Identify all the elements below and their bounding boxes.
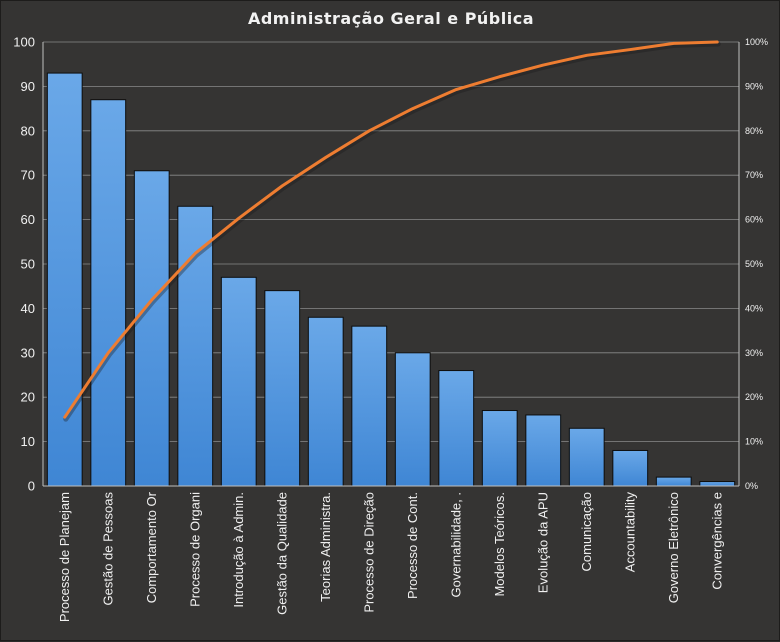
y-tick-label-right: 70% (745, 170, 763, 180)
y-tick-label-left: 50 (21, 257, 35, 272)
y-tick-label-left: 70 (21, 168, 35, 183)
y-tick-label-right: 90% (745, 81, 763, 91)
bar (134, 171, 169, 486)
x-tick-label: Comunicação (579, 492, 594, 572)
x-tick-label: Gestão de Pessoas (100, 492, 115, 606)
y-tick-label-right: 40% (745, 303, 763, 313)
y-tick-label-right: 10% (745, 437, 763, 447)
bar (656, 477, 691, 486)
y-tick-label-left: 10 (21, 434, 35, 449)
y-tick-label-right: 50% (745, 259, 763, 269)
bar (569, 428, 604, 486)
bar (439, 371, 474, 486)
y-tick-label-left: 80 (21, 123, 35, 138)
bar (91, 100, 126, 486)
x-tick-label: Processo de Planejam (57, 492, 72, 622)
x-tick-label: Processo de Direção (361, 492, 376, 613)
y-tick-label-left: 0 (28, 479, 35, 494)
bar (482, 411, 517, 486)
x-tick-label: Comportamento Or (144, 491, 159, 603)
bar (700, 482, 735, 486)
y-tick-label-left: 100 (13, 35, 35, 50)
y-tick-label-right: 60% (745, 215, 763, 225)
x-tick-label: Accountability (622, 492, 637, 573)
x-tick-label: Teorias Administra. (318, 492, 333, 602)
y-tick-label-right: 100% (745, 37, 768, 47)
x-tick-label: Governabilidade, . (448, 492, 463, 598)
bar (308, 317, 343, 486)
bar (221, 277, 256, 486)
y-tick-label-right: 30% (745, 348, 763, 358)
y-tick-label-right: 0% (745, 481, 758, 491)
bar (352, 326, 387, 486)
y-tick-label-right: 80% (745, 126, 763, 136)
y-tick-label-left: 30 (21, 345, 35, 360)
bar (47, 73, 82, 486)
y-tick-label-left: 20 (21, 390, 35, 405)
bar (613, 450, 648, 486)
x-tick-label: Introdução à Admin. (231, 492, 246, 608)
x-tick-label: Processo de Cont. (405, 492, 420, 599)
bar (395, 353, 430, 486)
x-tick-label: Evolução da APU (535, 492, 550, 593)
y-tick-label-right: 20% (745, 392, 763, 402)
x-tick-label: Gestão da Qualidade (274, 492, 289, 615)
x-tick-label: Processo de Organi (187, 492, 202, 607)
y-tick-label-left: 40 (21, 301, 35, 316)
bar (265, 291, 300, 486)
bar (526, 415, 561, 486)
x-tick-label: Modelos Teóricos. (492, 492, 507, 597)
y-tick-label-left: 90 (21, 79, 35, 94)
x-tick-label: Governo Eletrônico (666, 492, 681, 603)
y-tick-label-left: 60 (21, 212, 35, 227)
x-tick-label: Convergências e (709, 492, 724, 590)
